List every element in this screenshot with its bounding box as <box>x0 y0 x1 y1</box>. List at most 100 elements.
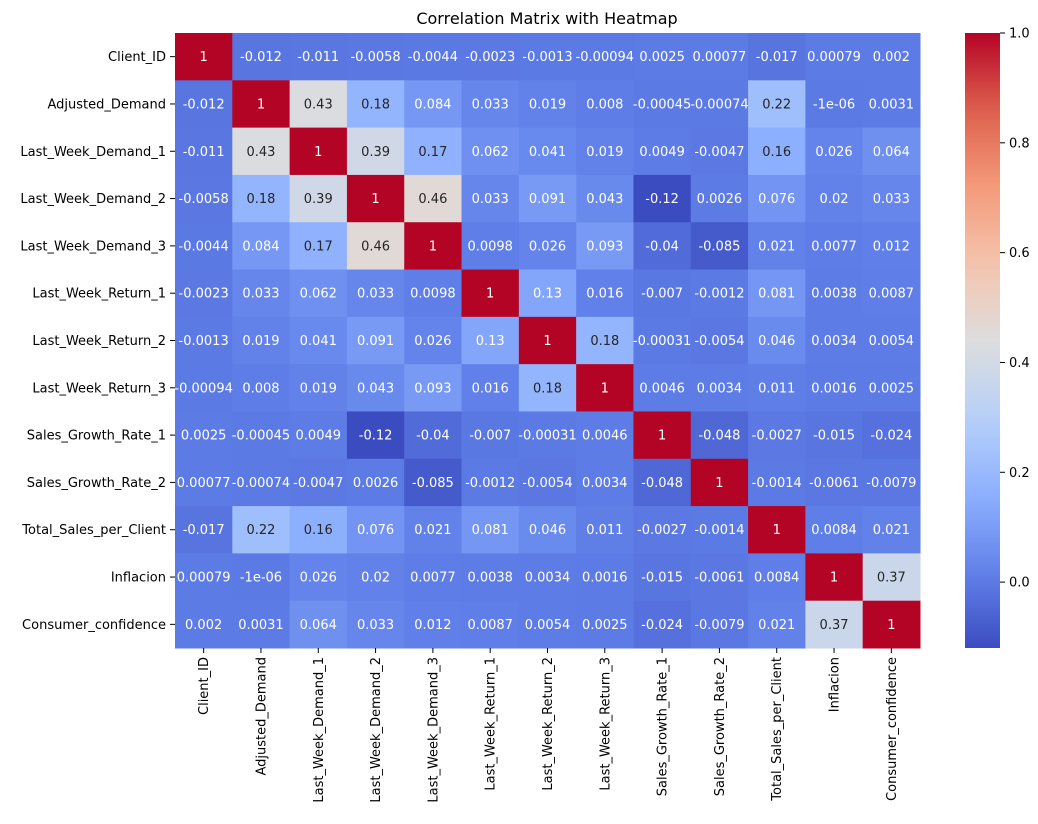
heatmap-cell <box>862 506 921 554</box>
cell-value-label: 0.041 <box>300 334 337 349</box>
heatmap-cell <box>346 127 405 176</box>
heatmap-cell <box>175 411 233 460</box>
heatmap-cell <box>633 364 692 412</box>
heatmap-cell <box>346 316 405 365</box>
cell-value-label: 0.026 <box>815 145 852 160</box>
cell-value-label: 0.008 <box>242 381 279 396</box>
x-tick-label: Last_Week_Return_1 <box>484 657 499 791</box>
heatmap-cell <box>690 222 749 271</box>
cell-value-label: -0.0061 <box>809 476 859 491</box>
cell-value-label: -0.00074 <box>232 476 290 491</box>
heatmap-cell <box>346 222 405 271</box>
cell-value-label: 1 <box>830 571 838 586</box>
colorbar-tick-label: 0.8 <box>1009 136 1030 151</box>
heatmap-cell <box>461 316 520 365</box>
heatmap-cell <box>404 80 463 129</box>
cell-value-label: -0.12 <box>645 192 679 207</box>
cell-value-label: -0.0058 <box>350 50 400 65</box>
cell-value-label: 0.002 <box>185 618 222 633</box>
colorbar-ticks: 0.0 0.2 0.4 0.6 0.8 1.0 <box>1000 27 1030 591</box>
heatmap-cell <box>805 33 864 81</box>
cell-value-label: 0.064 <box>300 618 337 633</box>
cell-value-label: 0.0077 <box>410 571 456 586</box>
cell-value-label: -0.00031 <box>518 429 576 444</box>
cell-value-label: 0.011 <box>758 381 795 396</box>
cell-value-label: 0.091 <box>529 192 566 207</box>
heatmap-cell <box>289 269 348 318</box>
heatmap-cell <box>690 600 749 649</box>
cell-value-label: 0.18 <box>533 381 562 396</box>
heatmap-cell <box>690 127 749 176</box>
cell-value-label: 1 <box>486 287 494 302</box>
cell-value-label: 0.062 <box>300 287 337 302</box>
heatmap-cell <box>690 80 749 129</box>
cell-value-label: -0.007 <box>641 287 683 302</box>
cell-value-label: 0.0016 <box>811 381 857 396</box>
heatmap-cell <box>805 411 864 460</box>
heatmap-cell <box>518 411 577 460</box>
heatmap-cell <box>862 269 921 318</box>
cell-value-label: 0.043 <box>586 192 623 207</box>
heatmap-cell <box>576 364 634 412</box>
cell-value-label: 0.37 <box>820 618 849 633</box>
x-tick-label: Last_Week_Demand_2 <box>369 657 384 803</box>
heatmap-cell <box>518 458 577 507</box>
y-axis-ticks: Client_ID Adjusted_Demand Last_Week_Demand… <box>20 50 175 633</box>
cell-value-label: 0.093 <box>414 381 451 396</box>
heatmap-cell <box>633 174 692 223</box>
cell-value-label: -0.0044 <box>408 50 458 65</box>
heatmap-cell <box>633 506 692 554</box>
cell-value-label: 0.16 <box>304 523 333 538</box>
cell-value-label: 0.0046 <box>582 429 628 444</box>
colorbar-tick-label: 0.0 <box>1009 576 1030 591</box>
heatmap-cell <box>690 269 749 318</box>
heatmap-cell <box>518 506 577 554</box>
heatmap-cell <box>404 316 463 365</box>
colorbar-tick-label: 0.4 <box>1009 356 1030 371</box>
cell-value-label: 0.008 <box>586 97 623 112</box>
cell-value-label: -0.0012 <box>465 476 515 491</box>
cell-value-label: 0.02 <box>820 192 849 207</box>
cell-value-label: 1 <box>601 381 609 396</box>
x-tick-label: Last_Week_Return_2 <box>541 657 556 791</box>
heatmap-cell <box>461 33 520 81</box>
cell-value-label: 0.0098 <box>410 287 456 302</box>
heatmap-cell <box>862 411 921 460</box>
heatmap-cell <box>862 364 921 412</box>
heatmap-cell <box>576 222 634 271</box>
cell-value-label: -0.0047 <box>694 145 744 160</box>
y-tick-label: Sales_Growth_Rate_1 <box>27 429 166 444</box>
cell-value-label: 0.39 <box>304 192 333 207</box>
heatmap-cell <box>404 222 463 271</box>
cell-value-label: 0.43 <box>246 145 275 160</box>
heatmap-cell <box>862 174 921 223</box>
cell-value-label: 0.033 <box>357 618 394 633</box>
heatmap-cell <box>633 33 692 81</box>
heatmap-cell <box>748 458 806 507</box>
heatmap-cell <box>518 316 577 365</box>
heatmap-cell <box>175 269 233 318</box>
heatmap-cell <box>633 458 692 507</box>
cell-value-label: -0.012 <box>183 97 225 112</box>
cell-value-label: -1e-06 <box>813 97 855 112</box>
heatmap-cell <box>690 458 749 507</box>
heatmap-cell <box>690 364 749 412</box>
cell-value-label: 1 <box>371 192 379 207</box>
cell-value-label: 0.033 <box>873 192 910 207</box>
cell-value-label: 0.012 <box>873 239 910 254</box>
cell-value-label: 0.026 <box>300 571 337 586</box>
cell-value-label: 1 <box>658 429 666 444</box>
heatmap-cell <box>404 553 463 602</box>
heatmap-cell <box>289 174 348 223</box>
cell-value-label: 0.062 <box>472 145 509 160</box>
heatmap-cell <box>289 33 348 81</box>
cell-value-label: 0.046 <box>758 334 795 349</box>
cell-value-label: 0.16 <box>762 145 791 160</box>
heatmap-cell <box>690 174 749 223</box>
heatmap-cell <box>805 458 864 507</box>
cell-value-label: -0.011 <box>183 145 225 160</box>
heatmap-cell <box>175 80 233 129</box>
cell-value-label: 0.076 <box>357 523 394 538</box>
cell-value-label: 0.00079 <box>807 50 861 65</box>
cell-value-label: -0.04 <box>416 429 450 444</box>
